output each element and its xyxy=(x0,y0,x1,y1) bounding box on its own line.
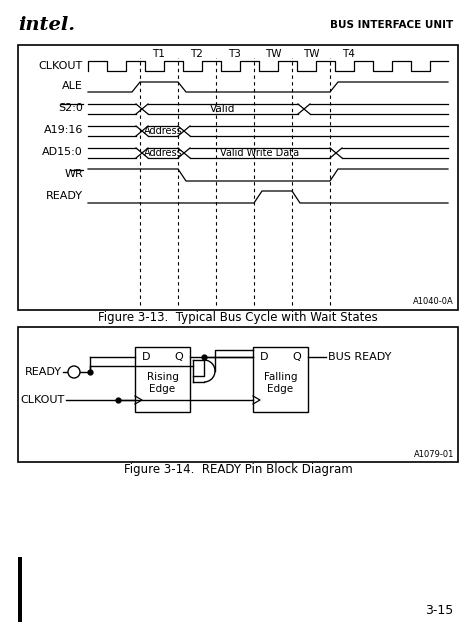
Text: T4: T4 xyxy=(342,49,356,59)
Circle shape xyxy=(68,366,80,378)
Text: Figure 3-14.  READY Pin Block Diagram: Figure 3-14. READY Pin Block Diagram xyxy=(123,463,352,477)
Text: intel.: intel. xyxy=(18,16,75,34)
Bar xyxy=(18,45,458,310)
Text: A19:16: A19:16 xyxy=(44,125,83,135)
Text: TW: TW xyxy=(265,49,281,59)
Text: BUS READY: BUS READY xyxy=(328,352,391,362)
Text: Figure 3-13.  Typical Bus Cycle with Wait States: Figure 3-13. Typical Bus Cycle with Wait… xyxy=(98,312,378,324)
Text: Valid: Valid xyxy=(211,104,236,114)
Text: Q: Q xyxy=(292,352,301,362)
Text: TW: TW xyxy=(303,49,319,59)
Text: S2:0: S2:0 xyxy=(58,103,83,113)
Text: CLKOUT: CLKOUT xyxy=(21,395,65,405)
Text: BUS INTERFACE UNIT: BUS INTERFACE UNIT xyxy=(330,20,453,30)
Text: A1040-0A: A1040-0A xyxy=(413,297,454,306)
Text: Address: Address xyxy=(144,126,182,136)
Text: READY: READY xyxy=(46,191,83,201)
Text: T2: T2 xyxy=(191,49,203,59)
Bar xyxy=(18,327,458,462)
Bar xyxy=(18,557,22,622)
Text: D: D xyxy=(260,352,268,362)
Text: D: D xyxy=(142,352,151,362)
Text: 3-15: 3-15 xyxy=(425,604,453,616)
Text: Falling: Falling xyxy=(264,372,297,383)
Text: Q: Q xyxy=(174,352,183,362)
Text: Edge: Edge xyxy=(149,383,176,394)
Text: Edge: Edge xyxy=(268,383,293,394)
Text: Rising: Rising xyxy=(146,372,179,383)
Text: A1079-01: A1079-01 xyxy=(414,450,454,459)
Text: READY: READY xyxy=(25,367,62,377)
Bar xyxy=(253,347,308,412)
Text: Address: Address xyxy=(144,148,182,158)
Text: Valid Write Data: Valid Write Data xyxy=(220,148,300,158)
Text: CLKOUT: CLKOUT xyxy=(39,61,83,71)
Text: AD15:0: AD15:0 xyxy=(42,147,83,157)
Text: T3: T3 xyxy=(228,49,242,59)
Text: WR: WR xyxy=(64,169,83,179)
Text: ALE: ALE xyxy=(62,81,83,91)
Bar xyxy=(135,347,190,412)
Text: T1: T1 xyxy=(153,49,165,59)
